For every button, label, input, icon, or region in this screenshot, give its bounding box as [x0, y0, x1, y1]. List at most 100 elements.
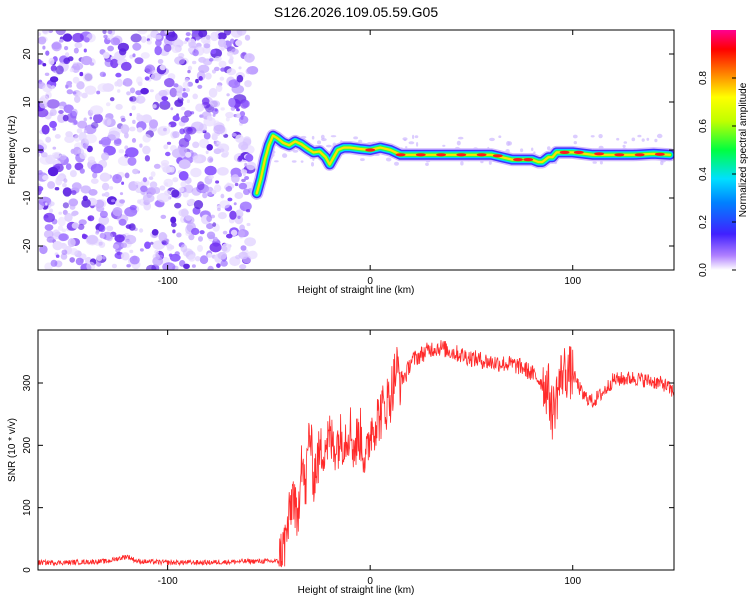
- noise-speckle: [220, 107, 225, 111]
- noise-speckle: [154, 200, 162, 207]
- noise-speckle: [171, 46, 180, 54]
- noise-speckle: [46, 99, 60, 109]
- snr-ytick-label: 100: [22, 499, 33, 516]
- noise-speckle: [141, 114, 152, 123]
- noise-speckle: [191, 227, 200, 236]
- noise-speckle: [235, 113, 241, 118]
- noise-speckle: [135, 95, 146, 104]
- noise-speckle: [114, 81, 119, 87]
- ridge-hotspot: [395, 153, 406, 157]
- noise-speckle: [197, 244, 203, 252]
- noise-speckle: [246, 222, 251, 227]
- ridge-speckle: [326, 144, 332, 148]
- noise-speckle: [182, 191, 189, 198]
- noise-speckle: [220, 193, 225, 199]
- noise-speckle: [241, 178, 246, 183]
- noise-speckle: [137, 81, 143, 87]
- noise-speckle: [129, 54, 134, 59]
- noise-speckle: [112, 174, 122, 184]
- noise-speckle: [98, 215, 110, 226]
- noise-speckle: [228, 58, 234, 65]
- noise-speckle: [218, 60, 227, 68]
- noise-speckle: [161, 240, 167, 245]
- noise-speckle: [61, 249, 68, 255]
- noise-speckle: [152, 256, 164, 266]
- noise-speckle: [62, 33, 73, 42]
- noise-speckle: [140, 52, 150, 59]
- noise-speckle: [80, 185, 92, 194]
- noise-speckle: [115, 248, 121, 253]
- noise-speckle: [187, 65, 193, 71]
- noise-speckle: [86, 145, 93, 153]
- ridge-speckle: [394, 161, 399, 166]
- noise-speckle: [195, 78, 199, 84]
- ridge-speckle: [646, 137, 650, 141]
- spectrogram-ytick-label: 20: [22, 48, 33, 60]
- noise-speckle: [173, 83, 179, 88]
- noise-speckle: [41, 124, 50, 135]
- noise-speckle: [157, 125, 171, 136]
- noise-speckle: [175, 85, 184, 94]
- noise-speckle: [198, 76, 203, 81]
- noise-speckle: [99, 232, 105, 239]
- noise-speckle: [102, 255, 106, 260]
- ridge-speckle: [282, 153, 288, 158]
- noise-speckle: [127, 156, 137, 166]
- noise-speckle: [83, 48, 87, 53]
- ridge-speckle: [498, 135, 502, 138]
- noise-speckle: [235, 134, 244, 143]
- noise-speckle: [64, 212, 73, 222]
- noise-speckle: [238, 155, 243, 161]
- noise-speckle: [118, 149, 125, 154]
- noise-speckle: [134, 57, 144, 65]
- noise-speckle: [174, 202, 182, 209]
- noise-speckle: [187, 81, 194, 87]
- noise-speckle: [192, 155, 202, 164]
- noise-speckle: [101, 152, 109, 161]
- noise-speckle: [178, 171, 189, 181]
- noise-speckle: [226, 68, 237, 76]
- noise-speckle: [103, 34, 108, 39]
- noise-speckle: [120, 242, 128, 248]
- noise-speckle: [244, 53, 255, 63]
- colorbar-gradient: [711, 30, 736, 270]
- noise-speckle: [203, 43, 211, 49]
- noise-speckle: [50, 259, 58, 267]
- noise-speckle: [121, 252, 130, 261]
- noise-speckle: [64, 135, 75, 144]
- noise-speckle: [42, 84, 53, 93]
- noise-speckle: [220, 260, 228, 267]
- noise-speckle: [148, 119, 159, 129]
- noise-speckle: [126, 91, 131, 96]
- noise-speckle: [180, 244, 188, 253]
- noise-speckle: [209, 242, 222, 253]
- noise-speckle: [238, 141, 249, 151]
- snr-ytick-label: 200: [22, 437, 33, 454]
- noise-speckle: [215, 180, 220, 184]
- noise-speckle: [185, 151, 192, 158]
- noise-speckle: [151, 229, 159, 236]
- noise-speckle: [71, 190, 77, 196]
- noise-speckle: [240, 169, 248, 175]
- noise-speckle: [172, 177, 179, 183]
- noise-speckle: [166, 141, 172, 145]
- noise-speckle: [92, 172, 98, 179]
- colorbar: 0.0 0.2 0.4 0.6 0.8 Normalized spectral ampl…: [698, 30, 749, 277]
- noise-speckle: [236, 30, 247, 36]
- noise-speckle: [90, 178, 99, 185]
- noise-speckle: [63, 57, 71, 65]
- noise-speckle: [59, 105, 64, 110]
- noise-speckle: [52, 127, 56, 131]
- noise-speckle: [55, 254, 60, 258]
- spectrogram-ytick-label: 10: [22, 96, 33, 108]
- noise-speckle: [198, 236, 203, 242]
- ridge-speckle: [405, 146, 408, 149]
- noise-speckle: [198, 64, 210, 74]
- noise-speckle: [74, 162, 84, 171]
- ridge-speckle: [292, 149, 299, 153]
- noise-speckle: [68, 84, 72, 88]
- noise-speckle: [102, 30, 107, 35]
- noise-speckle: [140, 36, 147, 43]
- noise-speckle: [83, 117, 87, 122]
- noise-speckle: [198, 30, 208, 38]
